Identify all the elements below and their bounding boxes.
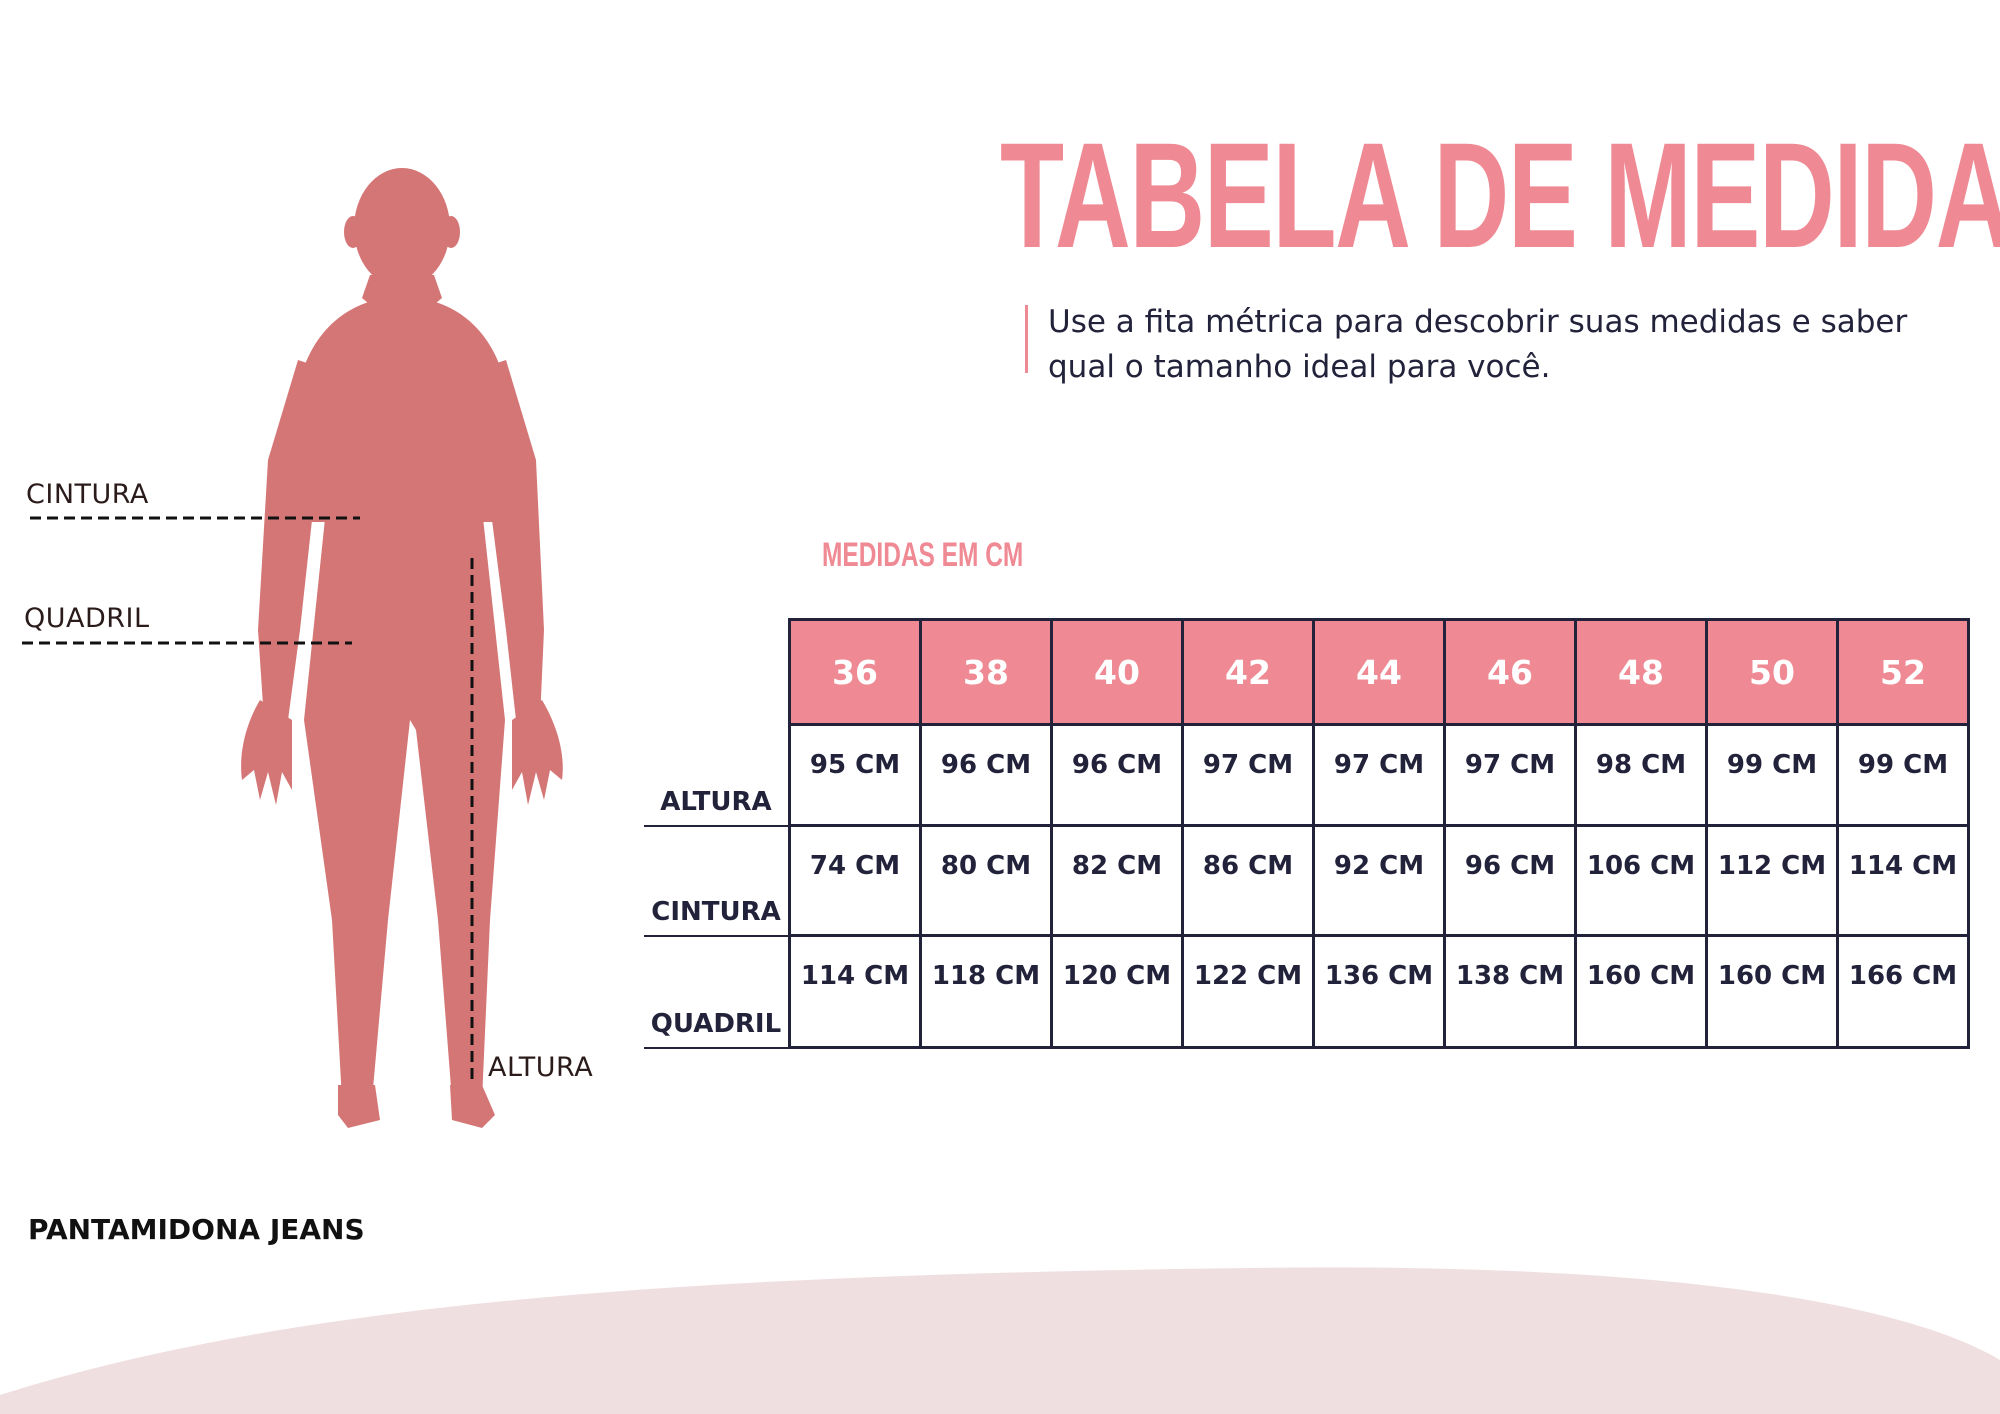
table-cell: 98 CM bbox=[1574, 723, 1708, 827]
table-row: CINTURA 74 CM 80 CM 82 CM 86 CM 92 CM 96… bbox=[644, 824, 1970, 937]
table-cell: 92 CM bbox=[1312, 824, 1446, 937]
table-cell: 97 CM bbox=[1312, 723, 1446, 827]
hip-label: QUADRIL bbox=[24, 603, 150, 634]
table-cell: 80 CM bbox=[919, 824, 1053, 937]
table-cell: 97 CM bbox=[1181, 723, 1315, 827]
size-header-cell: 46 bbox=[1443, 618, 1577, 726]
height-label: ALTURA bbox=[488, 1052, 594, 1083]
table-cell: 166 CM bbox=[1836, 934, 1970, 1049]
table-cell: 114 CM bbox=[788, 934, 922, 1049]
table-cell: 97 CM bbox=[1443, 723, 1577, 827]
row-label-height: ALTURA bbox=[644, 724, 790, 827]
table-cell: 160 CM bbox=[1705, 934, 1839, 1049]
table-cell: 112 CM bbox=[1705, 824, 1839, 937]
units-label: MEDIDAS EM CM bbox=[822, 536, 1024, 574]
human-silhouette-icon bbox=[241, 168, 563, 1128]
table-cell: 86 CM bbox=[1181, 824, 1315, 937]
size-header-cell: 40 bbox=[1050, 618, 1184, 726]
page-title: TABELA DE MEDIDAS bbox=[1000, 111, 2000, 279]
brand-name: PANTAMIDONA JEANS bbox=[28, 1213, 365, 1246]
table-cell: 114 CM bbox=[1836, 824, 1970, 937]
table-cell: 160 CM bbox=[1574, 934, 1708, 1049]
table-corner bbox=[644, 620, 790, 725]
table-cell: 95 CM bbox=[788, 723, 922, 827]
table-row: ALTURA 95 CM 96 CM 96 CM 97 CM 97 CM 97 … bbox=[644, 723, 1970, 827]
size-table: 36 38 40 42 44 46 48 50 52 ALTURA 95 CM … bbox=[644, 618, 1970, 1049]
table-cell: 138 CM bbox=[1443, 934, 1577, 1049]
row-label-waist: CINTURA bbox=[644, 825, 790, 937]
measurement-lines bbox=[22, 516, 474, 1080]
size-header-cell: 50 bbox=[1705, 618, 1839, 726]
size-header-cell: 48 bbox=[1574, 618, 1708, 726]
table-cell: 99 CM bbox=[1836, 723, 1970, 827]
size-header-cell: 38 bbox=[919, 618, 1053, 726]
table-cell: 122 CM bbox=[1181, 934, 1315, 1049]
table-cell: 120 CM bbox=[1050, 934, 1184, 1049]
table-cell: 136 CM bbox=[1312, 934, 1446, 1049]
size-header-cell: 36 bbox=[788, 618, 922, 726]
row-label-hip: QUADRIL bbox=[644, 935, 790, 1049]
table-cell: 118 CM bbox=[919, 934, 1053, 1049]
table-cell: 96 CM bbox=[1050, 723, 1184, 827]
table-cell: 96 CM bbox=[1443, 824, 1577, 937]
subtitle: Use a fita métrica para descobrir suas m… bbox=[1048, 304, 1908, 385]
table-cell: 99 CM bbox=[1705, 723, 1839, 827]
size-header-cell: 52 bbox=[1836, 618, 1970, 726]
table-row: QUADRIL 114 CM 118 CM 120 CM 122 CM 136 … bbox=[644, 934, 1970, 1049]
waist-label: CINTURA bbox=[26, 479, 149, 510]
table-cell: 82 CM bbox=[1050, 824, 1184, 937]
subtitle-accent-bar bbox=[1025, 305, 1028, 373]
table-cell: 96 CM bbox=[919, 723, 1053, 827]
table-cell: 106 CM bbox=[1574, 824, 1708, 937]
size-header-cell: 42 bbox=[1181, 618, 1315, 726]
size-header-row: 36 38 40 42 44 46 48 50 52 bbox=[644, 618, 1970, 726]
size-header-cell: 44 bbox=[1312, 618, 1446, 726]
table-cell: 74 CM bbox=[788, 824, 922, 937]
